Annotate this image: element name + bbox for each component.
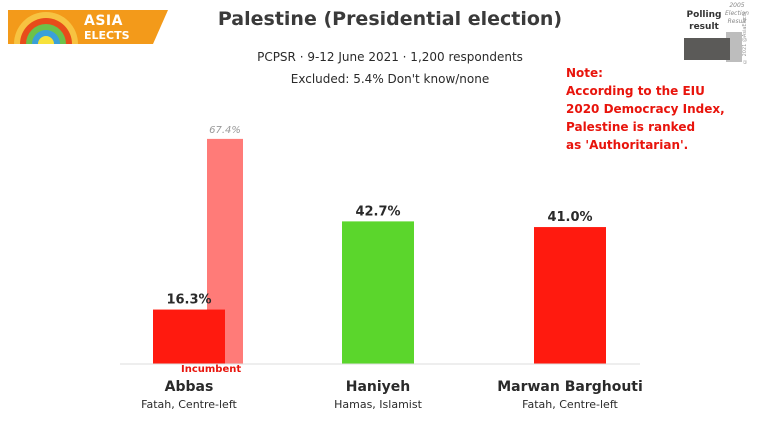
candidate-party-barghouti: Fatah, Centre-left [522, 398, 618, 411]
note-line: According to the EIU [566, 84, 705, 98]
legend-previous-swatch [726, 32, 742, 62]
candidate-name-abbas: Abbas [164, 379, 214, 395]
note-line: Palestine is ranked [566, 120, 696, 134]
legend-previous-label: 2005 Election Result [725, 2, 749, 25]
asia-elects-logo: ASIA ELECTS [8, 6, 168, 46]
legend-polling-label: Polling result [686, 10, 722, 32]
candidate-party-abbas: Fatah, Centre-left [141, 398, 237, 411]
note-line: Note: [566, 66, 603, 80]
excluded-note: Excluded: 5.4% Don't know/none [290, 72, 490, 86]
chart-title: Palestine (Presidential election) [217, 8, 563, 30]
data-label-2005-abbas: 67.4% [209, 125, 241, 136]
candidate-party-haniyeh: Hamas, Islamist [334, 398, 422, 411]
legend: 2005 Election Result Polling result © 20… [676, 0, 776, 70]
logo-elects-text: ELECTS [84, 29, 130, 42]
data-label-poll-abbas: 16.3% [166, 293, 211, 308]
logo-asia-text: ASIA [84, 13, 123, 29]
bar-poll-haniyeh [342, 221, 414, 364]
chart-subtitle: PCPSR · 9-12 June 2021 · 1,200 responden… [257, 50, 523, 64]
incumbent-label: Incumbent [181, 364, 242, 375]
data-label-poll-haniyeh: 42.7% [355, 204, 400, 219]
note-line: 2020 Democracy Index, [566, 102, 725, 116]
legend-polling-swatch [684, 38, 730, 60]
democracy-index-note: Note: According to the EIU 2020 Democrac… [566, 64, 766, 154]
bar-poll-abbas [153, 309, 225, 364]
candidate-name-barghouti: Marwan Barghouti [497, 379, 643, 395]
bar-poll-barghouti [534, 227, 606, 364]
candidate-name-haniyeh: Haniyeh [345, 379, 411, 395]
note-line: as 'Authoritarian'. [566, 138, 689, 152]
data-label-poll-barghouti: 41.0% [547, 210, 592, 225]
logo-graphic [8, 10, 168, 44]
